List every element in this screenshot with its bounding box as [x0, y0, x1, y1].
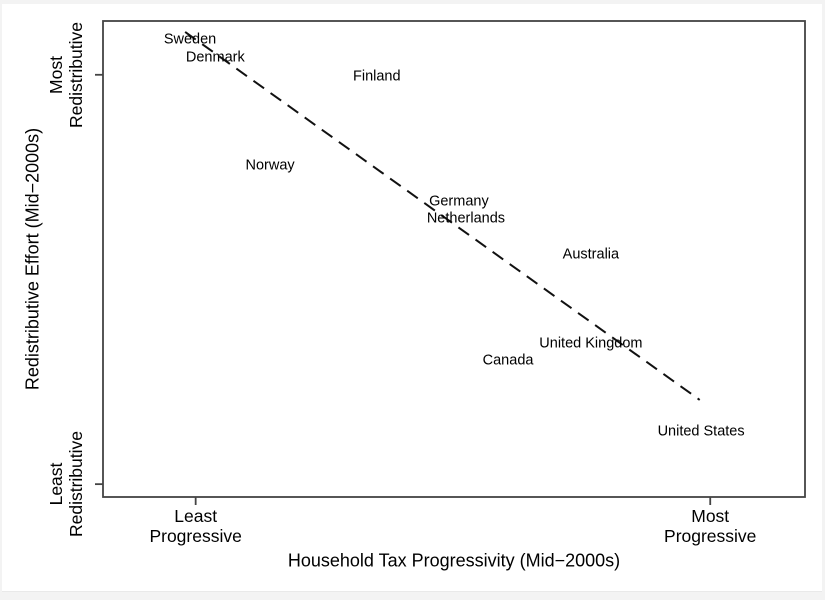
point-label-canada: Canada	[482, 352, 534, 369]
window-edge-bottom	[0, 591, 825, 600]
point-label-united-states: United States	[657, 423, 745, 440]
point-label-australia: Australia	[562, 246, 620, 263]
window-edge-top	[0, 0, 825, 4]
point-label-netherlands: Netherlands	[426, 210, 506, 227]
trend-line	[184, 31, 701, 401]
point-label-united-kingdom: United Kingdom	[539, 335, 643, 352]
point-label-finland: Finland	[352, 68, 401, 85]
window-edge-right	[822, 0, 825, 600]
point-label-sweden: Sweden	[163, 31, 217, 48]
axis-ticks	[95, 73, 712, 505]
window-edge-left	[0, 0, 2, 600]
plot-frame	[102, 20, 806, 498]
point-label-denmark: Denmark	[185, 49, 245, 66]
y-tick-label-least-redistributive: Least Redistributive	[46, 431, 86, 538]
x-tick-label-least-progressive: Least Progressive	[149, 506, 242, 546]
x-tick-label-most-progressive: Most Progressive	[664, 506, 757, 546]
x-axis-title: Household Tax Progressivity (Mid−2000s)	[287, 550, 621, 571]
y-axis-title: Redistributive Effort (Mid−2000s)	[22, 127, 43, 391]
y-tick-label-most-redistributive: Most Redistributive	[46, 21, 86, 128]
point-label-norway: Norway	[245, 157, 295, 174]
point-label-germany: Germany	[429, 193, 489, 210]
